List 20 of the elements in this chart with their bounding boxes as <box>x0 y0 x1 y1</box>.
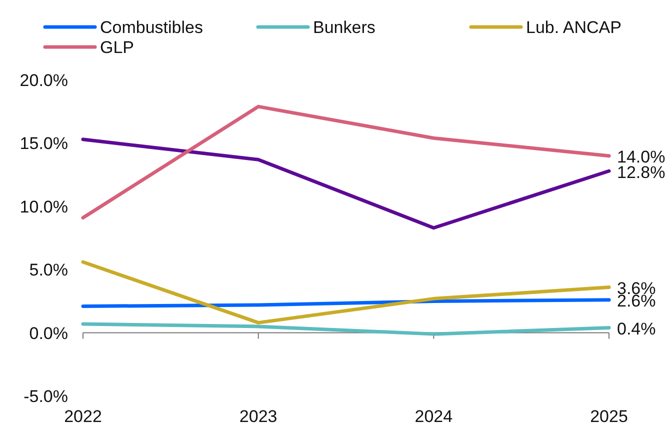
y-tick-label: 10.0% <box>20 197 68 216</box>
legend-label: Bunkers <box>313 18 376 37</box>
line-series <box>81 138 611 230</box>
x-tick-label: 2022 <box>64 407 102 426</box>
y-tick-label: 15.0% <box>20 134 68 154</box>
y-tick-label: 20.0% <box>20 70 68 90</box>
line-series <box>81 298 611 308</box>
data-label: 0.4% <box>617 320 656 339</box>
legend-label: GLP <box>100 38 134 57</box>
x-tick-label: 2025 <box>590 407 628 426</box>
line-series <box>81 322 611 336</box>
y-tick-label: -5.0% <box>24 386 68 406</box>
x-tick-label: 2023 <box>239 407 278 426</box>
line-series <box>81 260 611 324</box>
legend-label: Lub. ANCAP <box>526 18 622 37</box>
y-tick-label: 0.0% <box>29 324 68 343</box>
line-series <box>81 104 611 220</box>
x-tick-label: 2024 <box>414 407 453 426</box>
y-tick-label: 5.0% <box>29 260 68 280</box>
legend-label: Combustibles <box>100 18 203 37</box>
